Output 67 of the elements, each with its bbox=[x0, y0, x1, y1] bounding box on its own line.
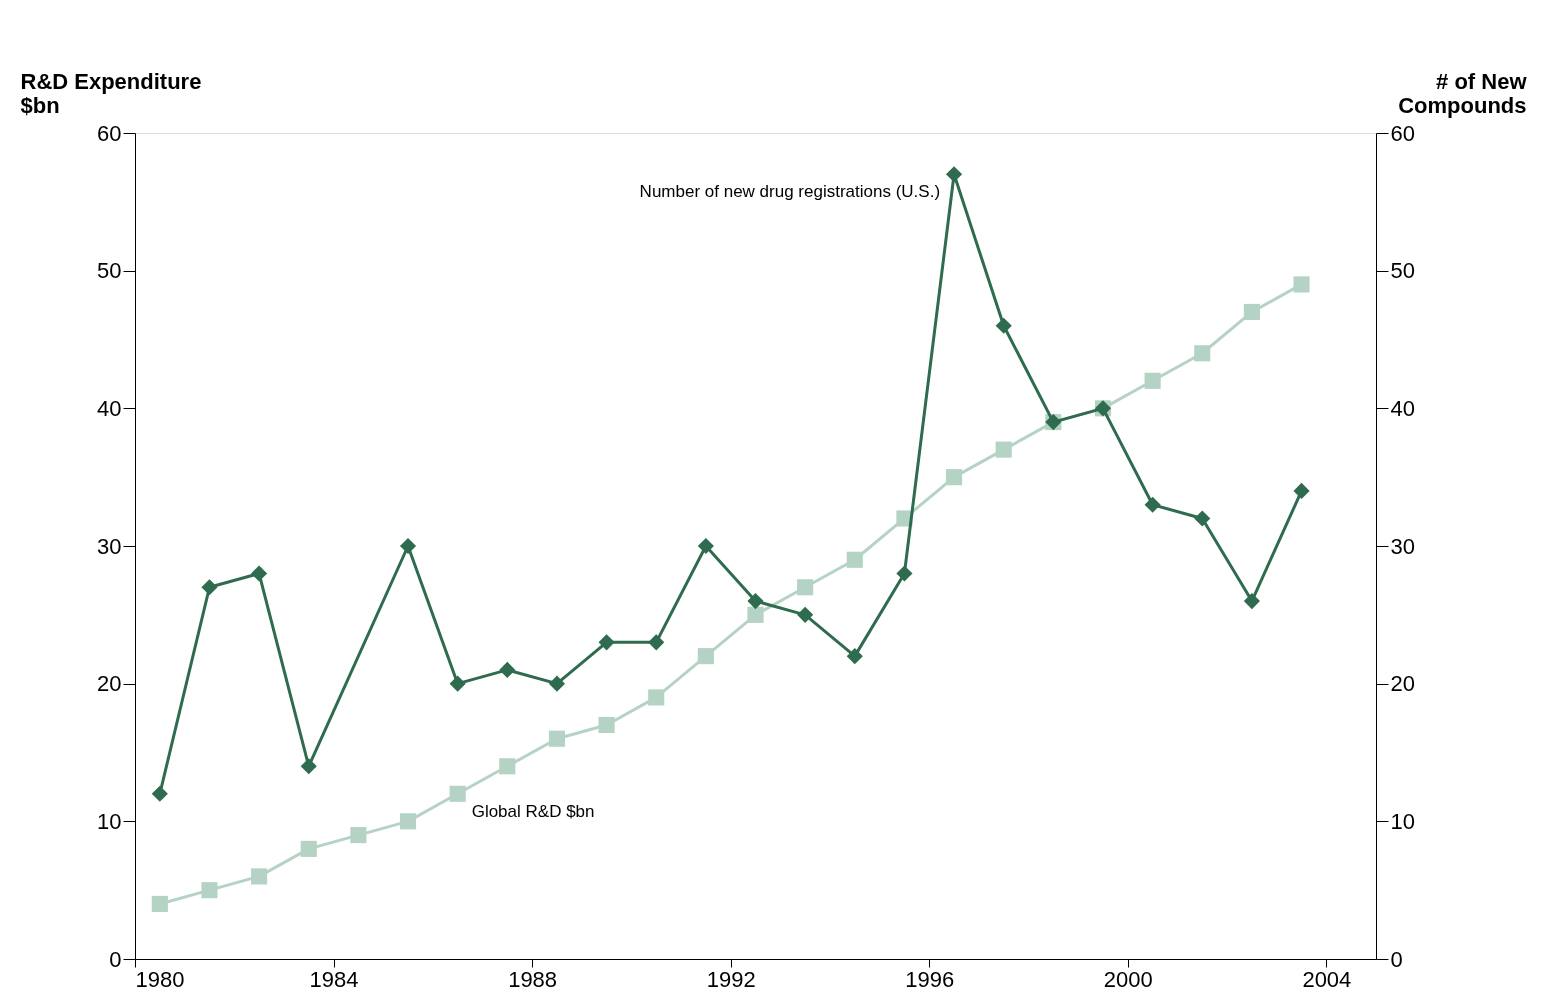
point bbox=[251, 565, 268, 582]
y-tick-label: 0 bbox=[109, 946, 122, 972]
y-tick-label: 20 bbox=[97, 671, 122, 697]
x-tick-label: 1988 bbox=[508, 966, 558, 992]
y-tick-label: 30 bbox=[97, 533, 122, 559]
point bbox=[697, 648, 714, 665]
point bbox=[896, 565, 913, 582]
point bbox=[449, 785, 466, 802]
point bbox=[201, 882, 218, 899]
point bbox=[300, 840, 317, 857]
y-tick-label: 10 bbox=[97, 808, 122, 834]
point bbox=[350, 827, 367, 844]
point bbox=[1243, 593, 1260, 610]
point bbox=[598, 716, 615, 734]
point bbox=[747, 593, 764, 610]
point bbox=[846, 648, 863, 665]
point bbox=[797, 579, 814, 596]
point bbox=[449, 675, 466, 692]
x-tick-label: 1980 bbox=[135, 966, 185, 992]
y-tick-label: 40 bbox=[97, 395, 122, 421]
y2-tick-label: 30 bbox=[1390, 533, 1415, 559]
y-tick-label: 50 bbox=[97, 258, 122, 284]
point bbox=[1144, 372, 1161, 389]
y2-tick-label: 50 bbox=[1390, 258, 1415, 284]
point bbox=[995, 317, 1012, 334]
point bbox=[1293, 276, 1310, 293]
y2-tick-label: 60 bbox=[1390, 120, 1415, 146]
point bbox=[1293, 482, 1310, 499]
x-tick-label: 1984 bbox=[309, 966, 359, 992]
point bbox=[548, 675, 565, 692]
point bbox=[995, 441, 1012, 458]
y2-tick-label: 20 bbox=[1390, 671, 1415, 697]
point bbox=[1194, 345, 1211, 362]
point bbox=[946, 469, 963, 486]
annotation: Global R&D $bn bbox=[471, 801, 595, 821]
x-tick-label: 2000 bbox=[1103, 966, 1153, 992]
point bbox=[201, 579, 218, 596]
point bbox=[846, 551, 863, 568]
point bbox=[151, 895, 168, 912]
x-tick-label: 2004 bbox=[1302, 966, 1352, 992]
y2-tick-label: 40 bbox=[1390, 395, 1415, 421]
y2-axis-title: # of New Compounds bbox=[1398, 68, 1528, 118]
x-tick-label: 1996 bbox=[905, 966, 955, 992]
point bbox=[251, 868, 268, 885]
point bbox=[747, 606, 764, 623]
y2-tick-label: 10 bbox=[1390, 808, 1415, 834]
point bbox=[946, 166, 963, 183]
point bbox=[399, 813, 417, 830]
y-axis-title: R&D Expenditure $bn bbox=[20, 68, 202, 118]
point bbox=[1194, 510, 1211, 527]
point bbox=[499, 661, 516, 678]
y2-tick-label: 0 bbox=[1390, 946, 1403, 972]
point bbox=[300, 758, 317, 775]
point bbox=[648, 689, 665, 706]
point bbox=[399, 537, 417, 555]
point bbox=[548, 730, 565, 747]
point bbox=[1144, 496, 1161, 513]
point bbox=[499, 758, 516, 775]
point bbox=[648, 634, 665, 651]
point bbox=[151, 785, 168, 802]
x-tick-label: 1992 bbox=[706, 966, 756, 992]
point bbox=[598, 634, 615, 651]
point bbox=[1243, 303, 1260, 321]
point bbox=[697, 537, 714, 555]
annotation: Number of new drug registrations (U.S.) bbox=[639, 182, 941, 202]
y-tick-label: 60 bbox=[97, 120, 122, 146]
point bbox=[797, 606, 814, 623]
